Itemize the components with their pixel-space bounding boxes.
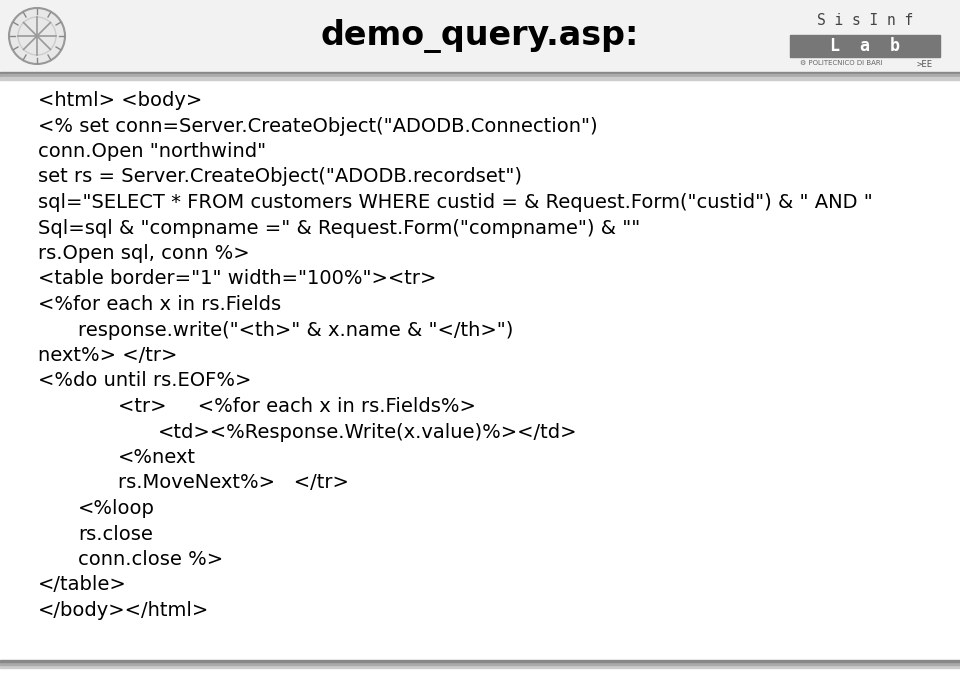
Text: <%loop: <%loop xyxy=(78,499,155,518)
Bar xyxy=(0,77,960,80)
Text: <%for each x in rs.Fields: <%for each x in rs.Fields xyxy=(38,295,281,314)
Bar xyxy=(0,74,960,77)
Text: <%next: <%next xyxy=(118,448,196,467)
Text: rs.MoveNext%>   </tr>: rs.MoveNext%> </tr> xyxy=(118,473,348,493)
Text: </table>: </table> xyxy=(38,575,127,594)
Bar xyxy=(0,662,960,665)
Text: demo_query.asp:: demo_query.asp: xyxy=(321,19,639,53)
Text: <% set conn=Server.CreateObject("ADODB.Connection"): <% set conn=Server.CreateObject("ADODB.C… xyxy=(38,116,598,135)
Text: <html> <body>: <html> <body> xyxy=(38,91,203,110)
Bar xyxy=(0,665,960,668)
Text: next%> </tr>: next%> </tr> xyxy=(38,346,178,365)
Text: L  a  b: L a b xyxy=(830,37,900,55)
Bar xyxy=(0,72,960,74)
Text: rs.Open sql, conn %>: rs.Open sql, conn %> xyxy=(38,244,250,263)
Text: <%do until rs.EOF%>: <%do until rs.EOF%> xyxy=(38,372,252,391)
Text: >EE: >EE xyxy=(917,60,933,69)
Text: Sql=sql & "compname =" & Request.Form("compname") & "": Sql=sql & "compname =" & Request.Form("c… xyxy=(38,218,640,237)
Text: S i s I n f: S i s I n f xyxy=(817,13,913,28)
Text: conn.Open "northwind": conn.Open "northwind" xyxy=(38,142,266,161)
Text: <td><%Response.Write(x.value)%></td>: <td><%Response.Write(x.value)%></td> xyxy=(158,422,578,441)
Text: <table border="1" width="100%"><tr>: <table border="1" width="100%"><tr> xyxy=(38,270,437,289)
Text: set rs = Server.CreateObject("ADODB.recordset"): set rs = Server.CreateObject("ADODB.reco… xyxy=(38,168,522,187)
Text: sql="SELECT * FROM customers WHERE custid = & Request.Form("custid") & " AND ": sql="SELECT * FROM customers WHERE custi… xyxy=(38,193,873,212)
Text: response.write("<th>" & x.name & "</th>"): response.write("<th>" & x.name & "</th>"… xyxy=(78,320,514,339)
Bar xyxy=(0,660,960,662)
Text: </body></html>: </body></html> xyxy=(38,601,209,620)
Text: conn.close %>: conn.close %> xyxy=(78,550,223,569)
Circle shape xyxy=(9,8,65,64)
Text: ⚙ POLITECNICO DI BARI: ⚙ POLITECNICO DI BARI xyxy=(800,60,882,66)
Bar xyxy=(790,35,940,57)
Text: <tr>     <%for each x in rs.Fields%>: <tr> <%for each x in rs.Fields%> xyxy=(118,397,476,416)
Bar xyxy=(0,0,960,72)
Text: rs.close: rs.close xyxy=(78,525,153,544)
